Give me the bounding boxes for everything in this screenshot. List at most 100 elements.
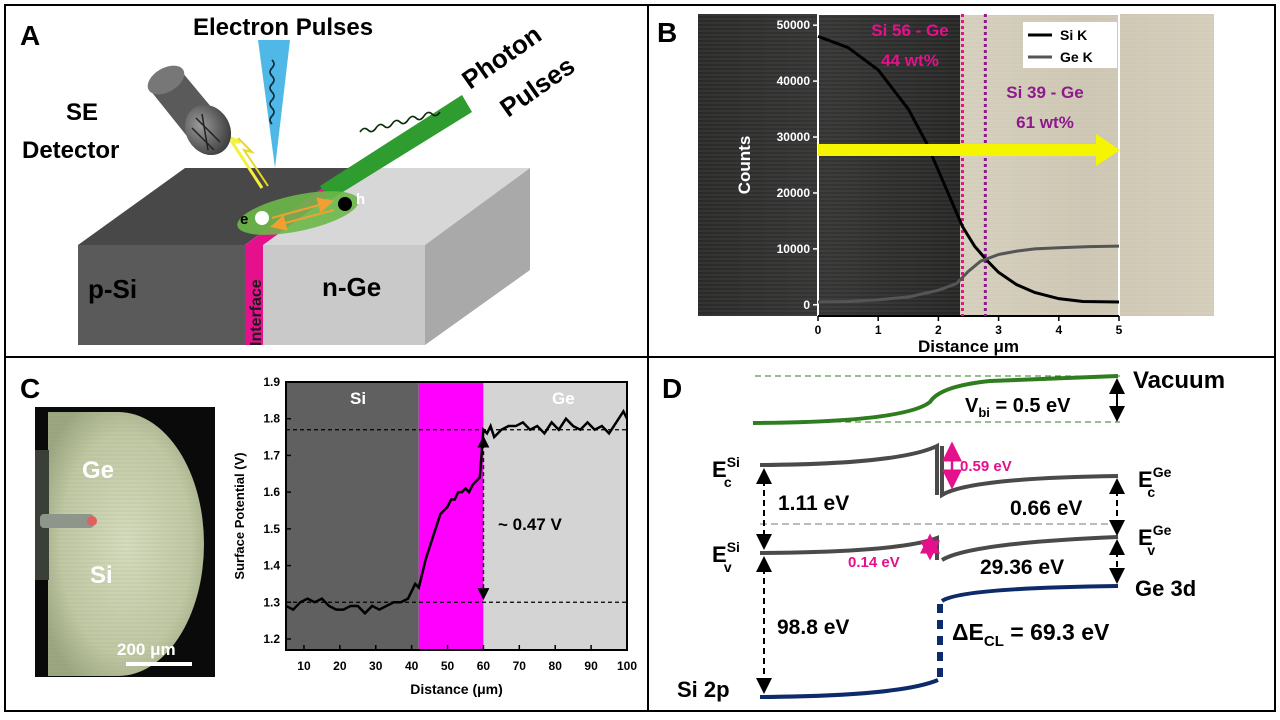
interface-label: Interface [248, 279, 265, 346]
x-tick-label: 5 [1116, 323, 1123, 337]
x-tick-label: 50 [441, 659, 455, 673]
surface-potential-chart: 10 20 30 40 50 60 70 80 90 100 1.2 1.3 1.4 1.5 1.6 1.7 1… [232, 375, 637, 697]
vacuum-label: Vacuum [1133, 367, 1225, 394]
potential-step-annotation: ~ 0.47 V [498, 515, 562, 534]
plot-si-label: Si [350, 389, 366, 408]
ev-ge-label: EGe v [1138, 522, 1172, 558]
y-axis-label: Surface Potential (V) [232, 452, 247, 579]
x-tick-label: 70 [513, 659, 527, 673]
x-tick-label: 4 [1055, 323, 1062, 337]
interface-front [245, 245, 263, 345]
region-left-label-2: 44 wt% [881, 51, 939, 70]
hole-dot [338, 197, 352, 211]
dcl-label: ΔECL = 69.3 eV [952, 619, 1110, 650]
si2p-level [759, 678, 939, 699]
y-tick-label: 20000 [777, 186, 811, 200]
panel-b: B 0 1 2 3 4 5 0 10000 20000 30000 40000 50000 Distan… [657, 13, 1214, 356]
x-tick-label: 60 [477, 659, 491, 673]
panel-a-label: A [20, 20, 40, 51]
y-tick-label: 30000 [777, 130, 811, 144]
si2p-gap-label: 98.8 eV [777, 616, 849, 639]
y-tick-label: 1.8 [263, 412, 280, 426]
ec-si-band [759, 442, 939, 495]
psi-front-face [78, 245, 245, 345]
x-tick-label: 20 [333, 659, 347, 673]
ge3d-label: Ge 3d [1135, 576, 1196, 601]
y-tick-label: 1.9 [263, 375, 280, 389]
y-tick-label: 50000 [777, 18, 811, 32]
x-tick-label: 1 [875, 323, 882, 337]
electron-label: e [240, 211, 248, 228]
y-tick-label: 10000 [777, 242, 811, 256]
vbi-label: Vbi = 0.5 eV [965, 395, 1071, 420]
gap-si-label: 1.11 eV [778, 492, 849, 515]
se-emission-icon-2 [237, 137, 269, 187]
y-tick-label: 40000 [777, 74, 811, 88]
photo-ge-label: Ge [82, 457, 114, 484]
electron-wave-icon [269, 59, 275, 125]
ec-ge-band [940, 446, 1119, 499]
psi-label: p-Si [88, 274, 137, 304]
gap-ge-label: 0.66 eV [1010, 497, 1082, 520]
panel-c-label: C [20, 373, 40, 404]
legend-ge: Ge K [1060, 49, 1093, 65]
ec-si-label: ESi c [712, 454, 740, 490]
panel-a: A Interface p-Si n-Ge Electron Pulses Ph… [20, 14, 580, 346]
carrier-arrow-left [270, 209, 335, 231]
nge-front-face [245, 245, 425, 345]
y-tick-label: 1.5 [263, 522, 280, 536]
electron-beam [258, 40, 290, 168]
x-tick-label: 40 [405, 659, 419, 673]
se-emission-icon [221, 132, 264, 189]
si2p-label: Si 2p [677, 677, 730, 702]
region-left-label-1: Si 56 - Ge [871, 21, 948, 40]
y-tick-label: 1.4 [263, 559, 280, 573]
y-tick-label: 0 [803, 298, 810, 312]
x-tick-label: 90 [584, 659, 598, 673]
x-tick-label: 30 [369, 659, 383, 673]
plot-frame [285, 381, 628, 651]
region-right-label-2: 61 wt% [1016, 113, 1074, 132]
ev-ge-band [940, 535, 1119, 562]
dev-label: 0.14 eV [848, 554, 900, 571]
y-tick-label: 1.3 [263, 595, 280, 609]
y-tick-label: 1.6 [263, 485, 280, 499]
ge3d-level [940, 584, 1119, 603]
electron-dot [255, 211, 269, 225]
x-axis-label: Distance (μm) [410, 681, 503, 697]
probe-tip [40, 514, 94, 528]
panel-c: C Ge Si 200 μm 10 20 30 40 50 60 70 80 90 1001.21… [20, 373, 637, 697]
se-label-1: SE [66, 99, 98, 126]
electron-pulses-label: Electron Pulses [193, 14, 373, 41]
y-tick-label: 1.7 [263, 448, 280, 462]
region-right-label-1: Si 39 - Ge [1006, 83, 1083, 102]
x-tick-label: 0 [815, 323, 822, 337]
ev-si-label: ESi v [712, 539, 740, 575]
panel-d: D Vacuum Vbi = 0.5 eV 0.59 eV 0.14 eV 1.… [662, 367, 1225, 702]
y-axis-label: Counts [735, 136, 754, 195]
hole-label: h [356, 191, 365, 208]
panel-d-label: D [662, 373, 682, 404]
nge-side-face [425, 168, 530, 345]
photon-wave-icon [359, 111, 441, 133]
series-ge-k [817, 244, 1120, 304]
plot-ge-label: Ge [552, 389, 575, 408]
panel-b-label: B [657, 17, 677, 48]
se-label-2: Detector [22, 137, 119, 164]
legend-si: Si K [1060, 27, 1087, 43]
se-detector-icon [147, 65, 232, 156]
nge-label: n-Ge [322, 272, 381, 302]
series-si-k [817, 34, 1120, 304]
photo-si-label: Si [90, 562, 113, 589]
region-Si [286, 382, 419, 650]
ec-ge-label: EGe c [1138, 464, 1172, 500]
y-tick-label: 1.2 [263, 632, 280, 646]
vacuum-level [752, 374, 1119, 425]
scale-bar-label: 200 μm [117, 640, 176, 659]
x-tick-label: 10 [297, 659, 311, 673]
x-tick-label: 3 [995, 323, 1002, 337]
x-tick-label: 80 [549, 659, 563, 673]
photon-beam [320, 95, 472, 200]
psi-top-face [78, 168, 350, 245]
